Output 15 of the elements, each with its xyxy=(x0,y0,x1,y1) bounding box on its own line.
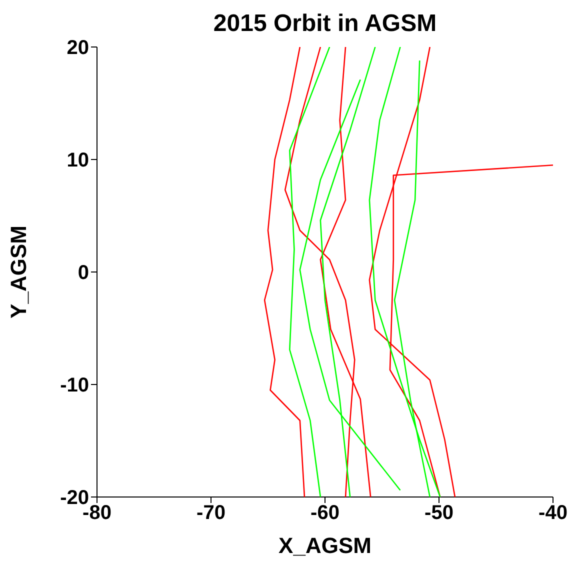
line-series xyxy=(264,47,306,497)
y-tick-label: -10 xyxy=(60,374,89,397)
y-tick-label: 0 xyxy=(78,262,89,284)
x-tick-label: -40 xyxy=(538,502,568,524)
line-series xyxy=(289,47,330,497)
x-axis-title: X_AGSM xyxy=(278,533,372,558)
y-axis-title: Y_AGSM xyxy=(6,226,31,318)
y-tick-label: 20 xyxy=(66,37,89,60)
x-tick-label: -70 xyxy=(196,502,226,524)
x-tick-label: -60 xyxy=(310,502,340,524)
x-tick-label: -50 xyxy=(424,502,454,524)
line-series xyxy=(368,47,441,497)
chart-title: 2015 Orbit in AGSM xyxy=(212,10,438,38)
y-tick-label: -20 xyxy=(60,487,89,510)
y-tick-label: 10 xyxy=(66,150,89,172)
